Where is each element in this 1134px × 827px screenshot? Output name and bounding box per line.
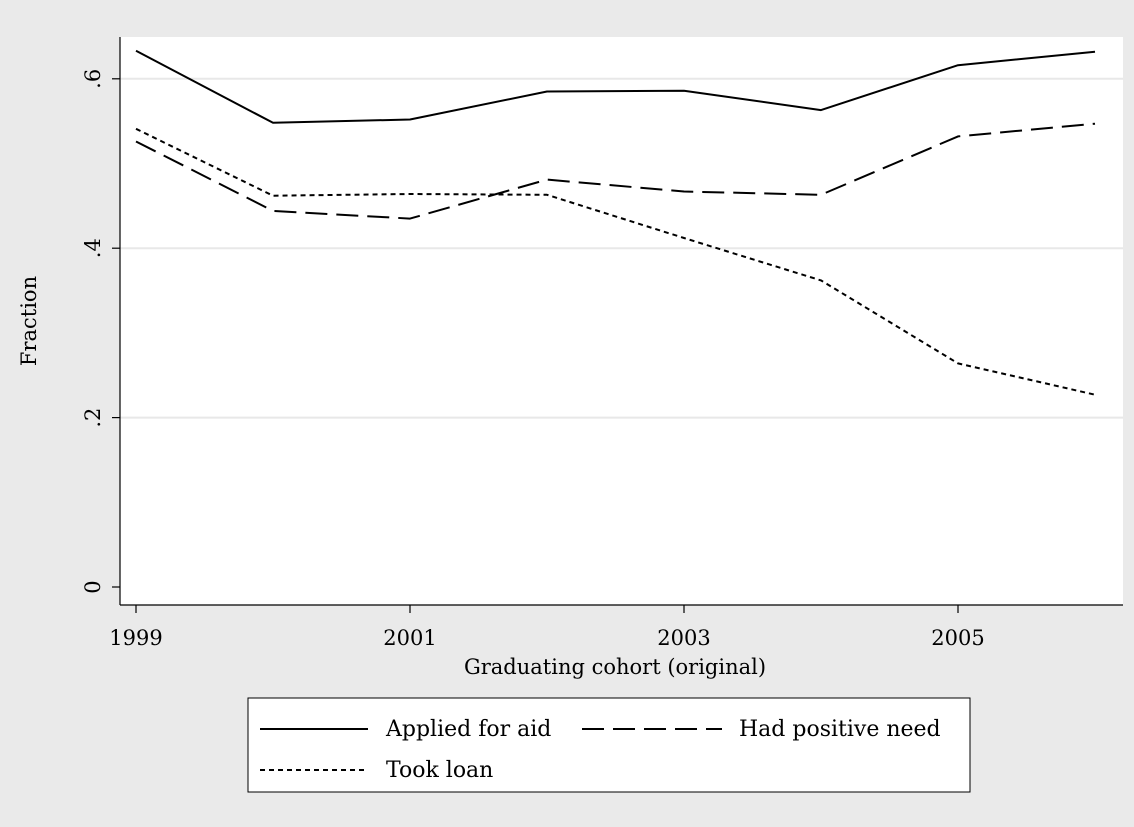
legend-label-took-loan: Took loan [386,758,493,783]
legend-box [247,697,971,793]
y-tick-label: .4 [81,238,105,258]
grid-lines [120,77,1123,419]
axes [119,37,1123,606]
series-line-applied-for-aid [135,49,1096,124]
legend-label-applied-for-aid: Applied for aid [385,717,551,742]
series-line-had-positive-need [135,122,1096,220]
plot-area [120,37,1123,605]
legend: Applied for aid Had positive need Took loa… [247,697,971,793]
y-axis-label: Fraction [17,276,41,366]
x-axis-label: Graduating cohort (original) [464,655,766,679]
y-tick-label: .6 [81,69,105,89]
series-lines [135,49,1096,396]
ticks: 0 .2 .4 .6 1999 2001 2003 2005 [81,69,985,650]
series-line-took-loan [135,127,1096,396]
x-tick-label: 2003 [657,626,710,650]
y-tick-label: 0 [81,580,105,593]
x-tick-label: 2001 [383,626,436,650]
x-tick-label: 1999 [109,626,162,650]
x-tick-label: 2005 [931,626,984,650]
legend-label-had-positive-need: Had positive need [739,717,941,742]
y-tick-label: .2 [81,408,105,428]
